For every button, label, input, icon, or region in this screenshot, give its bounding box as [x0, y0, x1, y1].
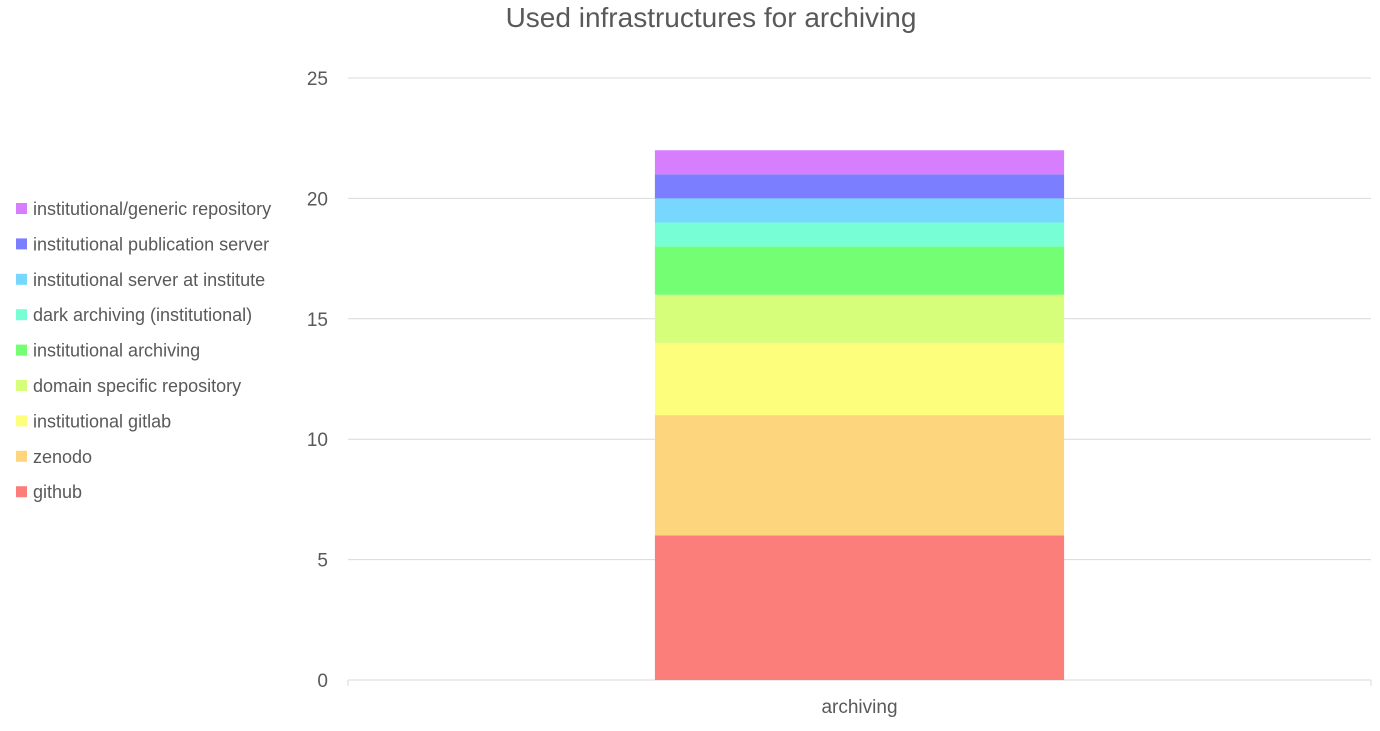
legend-label-institutional-generic-repository: institutional/generic repository [33, 199, 271, 219]
y-tick-label: 25 [307, 69, 328, 90]
legend-swatch-institutional-archiving [16, 344, 27, 356]
y-tick-label: 20 [307, 189, 328, 210]
chart-title: Used infrastructures for archiving [506, 2, 917, 33]
legend-swatch-domain-specific-repository [16, 380, 27, 391]
bar-zenodo [654, 415, 1065, 536]
y-tick-label: 15 [307, 310, 328, 331]
legend-swatch-github [16, 486, 27, 498]
legend-label-dark-archiving-institutional: dark archiving (institutional) [33, 305, 252, 325]
legend-label-institutional-gitlab: institutional gitlab [33, 411, 171, 431]
bar-github [654, 535, 1065, 680]
legend-label-github: github [33, 482, 82, 502]
legend-label-zenodo: zenodo [33, 447, 92, 467]
y-tick-label: 5 [317, 551, 328, 572]
bar-institutional-gitlab [654, 342, 1065, 416]
legend-label-institutional-publication-server: institutional publication server [33, 234, 269, 254]
y-axis-ticks: 0 5 10 15 20 25 [307, 69, 328, 692]
bar-dark-archiving-institutional [654, 222, 1065, 247]
y-tick-label: 10 [307, 430, 328, 451]
legend: institutional/generic repository institut… [16, 199, 271, 502]
bar-institutional-publication-server [654, 174, 1065, 199]
legend-swatch-zenodo [16, 450, 27, 462]
legend-swatch-institutional-server-at-institute [16, 273, 27, 285]
bars [654, 150, 1065, 680]
bar-domain-specific-repository [654, 294, 1065, 343]
x-axis-ticks: archiving [821, 697, 897, 718]
legend-swatch-institutional-generic-repository [16, 203, 27, 214]
x-tick-label: archiving [821, 697, 897, 718]
bar-institutional-server-at-institute [654, 198, 1065, 223]
legend-label-institutional-archiving: institutional archiving [33, 341, 200, 361]
legend-swatch-institutional-publication-server [16, 238, 27, 250]
y-tick-label: 0 [317, 671, 328, 692]
bar-institutional-generic-repository [654, 150, 1065, 175]
legend-swatch-institutional-gitlab [16, 415, 27, 427]
legend-label-domain-specific-repository: domain specific repository [33, 376, 241, 396]
legend-swatch-dark-archiving-institutional [16, 309, 27, 321]
bar-institutional-archiving [654, 246, 1065, 295]
legend-label-institutional-server-at-institute: institutional server at institute [33, 270, 265, 290]
